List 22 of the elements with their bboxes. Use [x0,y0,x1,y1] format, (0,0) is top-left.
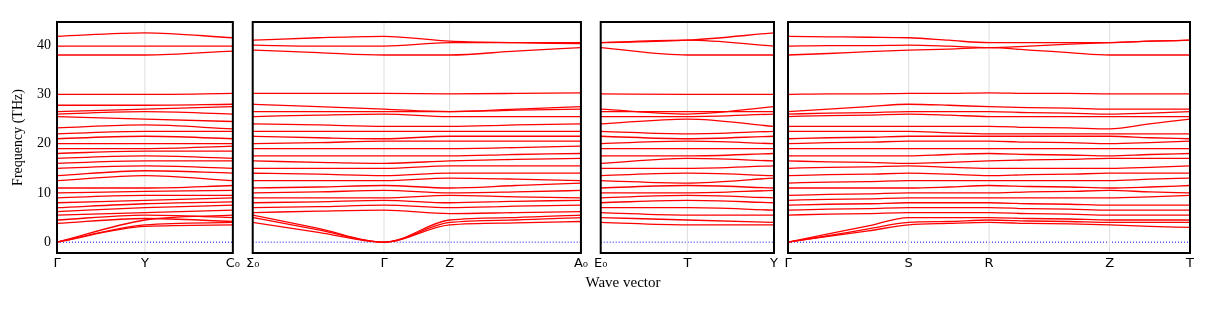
x-tick-label: Z [445,255,455,271]
y-tick-label: 30 [37,86,51,102]
x-tick-label: Γ [784,255,793,271]
x-tick-label: A₀ [573,255,588,271]
x-tick-label: T [1185,255,1195,271]
x-tick-label: Γ [53,255,62,271]
y-axis-title: Frequency (THz) [10,88,27,186]
x-tick-label: Z [1105,255,1115,271]
x-tick-label: E₀ [593,255,608,271]
y-tick-label: 10 [37,184,51,200]
x-tick-label: S [904,255,913,271]
x-tick-label: Y [139,255,149,271]
x-tick-label: T [682,255,692,271]
x-tick-label: C₀ [225,255,240,271]
x-axis-title: Wave vector [584,274,662,291]
x-tick-label: Γ [380,255,389,271]
y-tick-label: 0 [44,233,51,249]
y-tick-label: 40 [37,36,51,52]
y-tick-label: 20 [37,135,51,151]
x-tick-label: Σ₀ [245,255,260,271]
x-tick-label: Y [769,255,779,271]
x-tick-label: R [984,255,994,271]
